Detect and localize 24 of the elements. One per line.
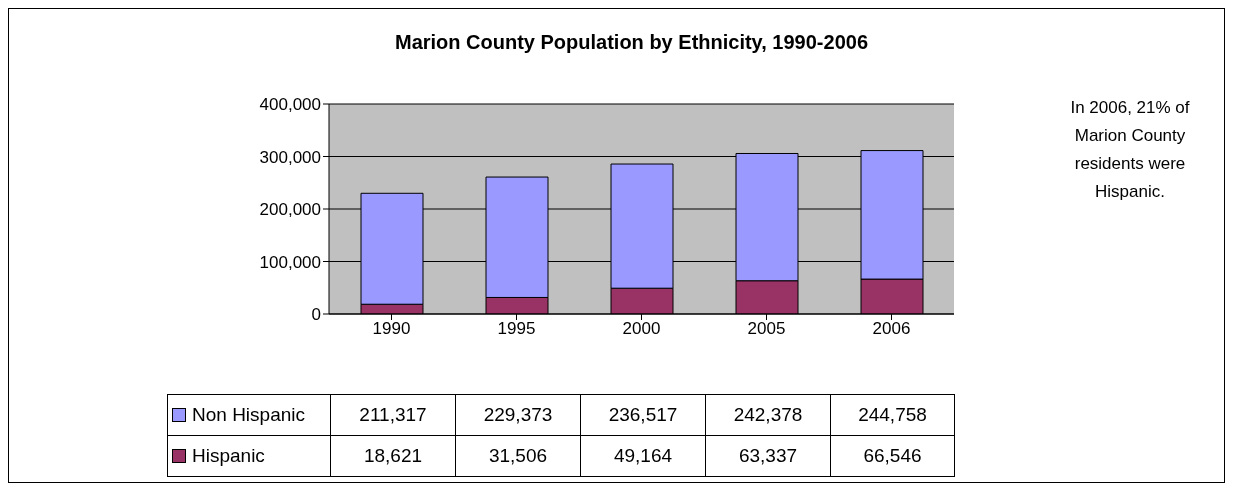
- chart-title: Marion County Population by Ethnicity, 1990-2006: [393, 31, 869, 54]
- data-label: 66,546: [830, 436, 955, 476]
- x-tick-label: 1990: [372, 319, 411, 339]
- data-label: 229,373: [455, 395, 580, 435]
- data-label: 18,621: [330, 436, 455, 476]
- y-tick-label: 0: [311, 305, 321, 325]
- text: In 2006, 21% of Marion County residents were Hispanic.: [1069, 97, 1191, 203]
- data-label: 242,378: [705, 395, 830, 435]
- data-label: 49,164: [580, 436, 705, 476]
- data-label: 211,317: [330, 395, 455, 435]
- y-tick-label: 300,000: [259, 147, 321, 167]
- x-tick-label: 2000: [622, 319, 661, 339]
- data-label: 31,506: [455, 436, 580, 476]
- x-tick-label: 2006: [872, 319, 911, 339]
- data-label: 244,758: [830, 395, 955, 435]
- y-tick-label: 200,000: [259, 200, 321, 220]
- x-tick-label: 1995: [497, 319, 536, 339]
- data-label: 236,517: [580, 395, 705, 435]
- y-tick-label: 400,000: [259, 95, 321, 115]
- legend-label: Hispanic: [191, 444, 266, 468]
- x-tick-label: 2005: [747, 319, 786, 339]
- y-tick-label: 100,000: [259, 252, 321, 272]
- data-label: 63,337: [705, 436, 830, 476]
- legend-label: Non Hispanic: [191, 403, 306, 427]
